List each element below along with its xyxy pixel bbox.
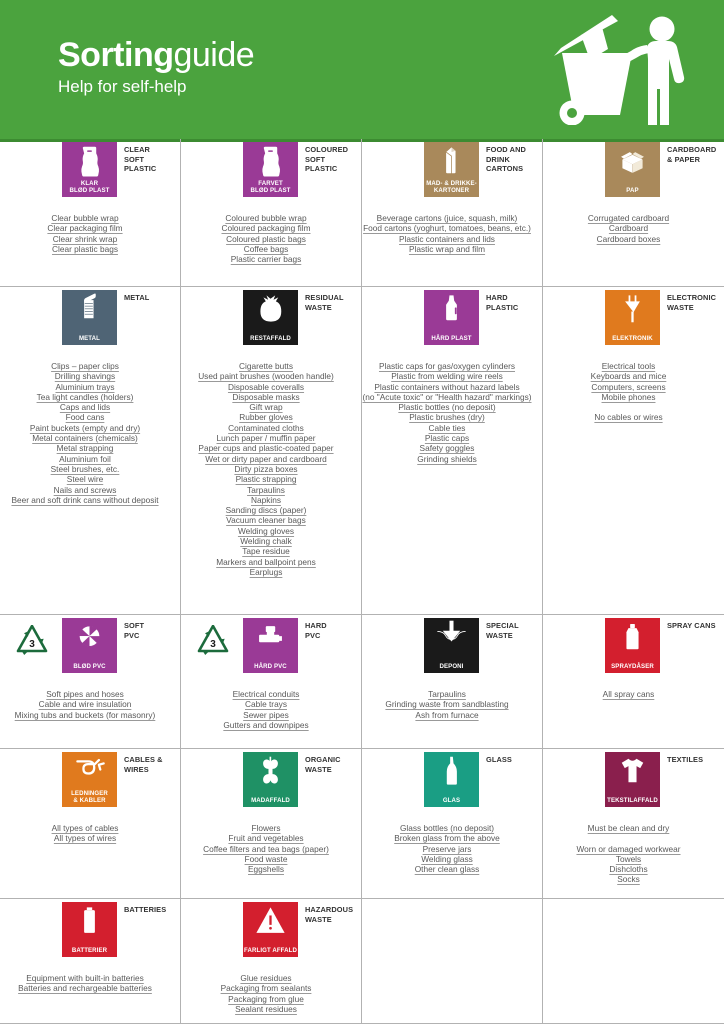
svg-text:3: 3 [210,639,216,650]
svg-text:3: 3 [29,639,35,650]
